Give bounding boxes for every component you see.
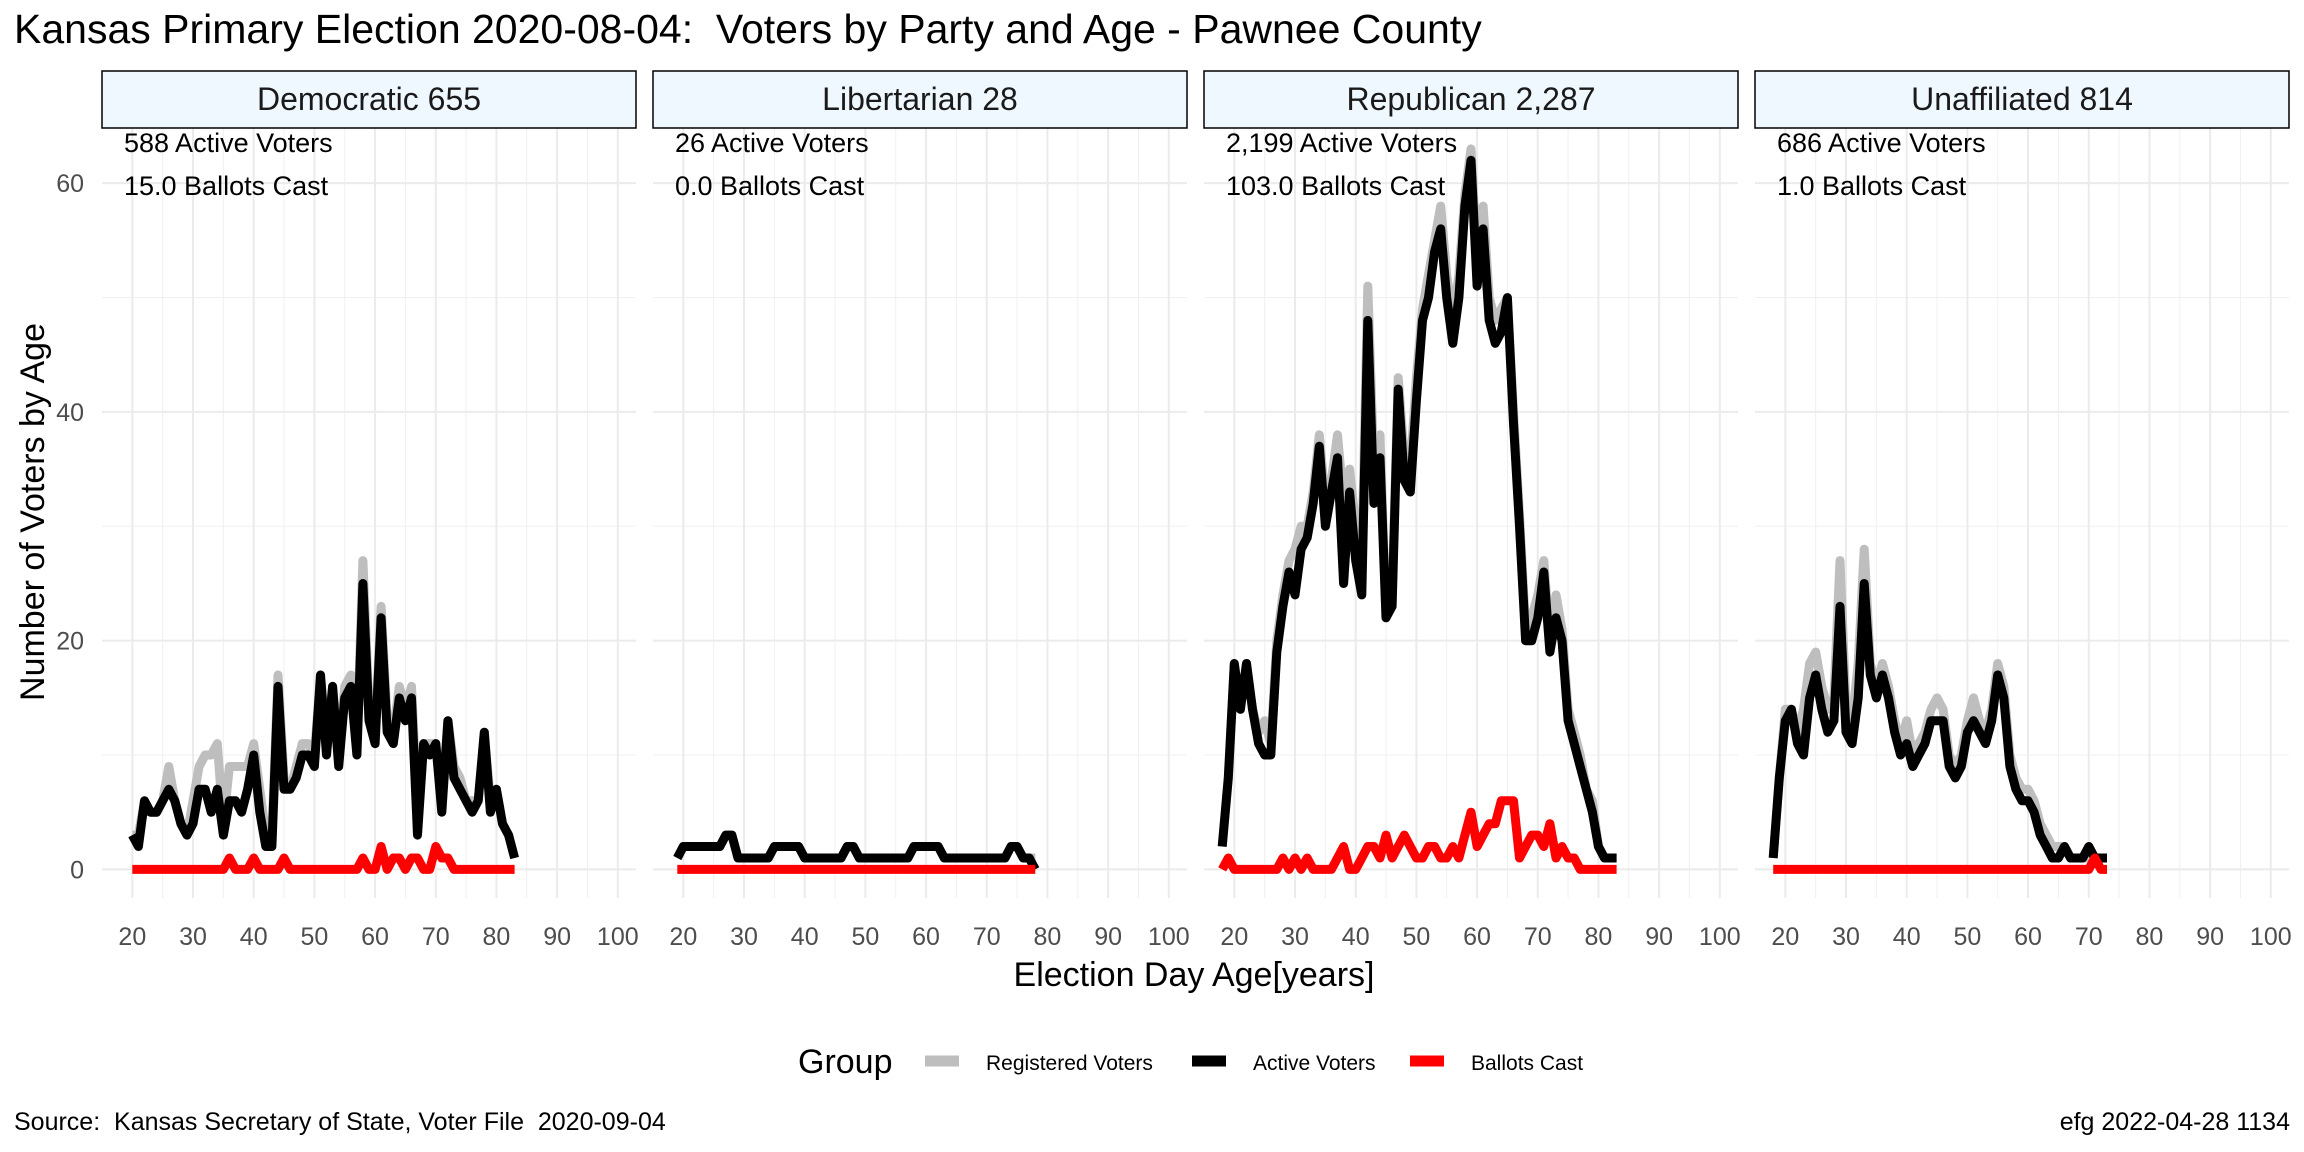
- x-tick-label: 20: [669, 923, 697, 951]
- x-tick-label: 40: [240, 923, 268, 951]
- x-tick-label: 60: [912, 923, 940, 951]
- legend-label: Active Voters: [1253, 1052, 1376, 1075]
- x-tick-label: 80: [1585, 923, 1613, 951]
- facet-strip: [101, 70, 637, 129]
- x-tick-label: 40: [1342, 923, 1370, 951]
- series-line-registered-voters: [1217, 144, 1617, 863]
- panel-annotation: 26 Active Voters: [675, 128, 869, 158]
- legend-label: Ballots Cast: [1471, 1052, 1583, 1075]
- series-line-registered-voters: [1768, 544, 2107, 863]
- x-tick-label: 60: [2014, 923, 2042, 951]
- x-tick-label: 70: [1524, 923, 1552, 951]
- series-line-active-voters: [1217, 155, 1617, 863]
- x-tick-label: 100: [1148, 923, 1190, 951]
- x-tick-label: 70: [422, 923, 450, 951]
- x-tick-label: 80: [483, 923, 511, 951]
- series-line-ballots-cast: [1773, 853, 2107, 874]
- facet-strip-label: Republican 2,287: [1346, 81, 1595, 117]
- source-note: Source: Kansas Secretary of State, Voter…: [14, 1108, 666, 1136]
- x-tick-label: 100: [597, 923, 639, 951]
- panel-annotation: 588 Active Voters: [124, 128, 333, 158]
- x-tick-label: 100: [2250, 923, 2292, 951]
- facet-strip-label: Libertarian 28: [822, 81, 1018, 117]
- y-tick-label: 0: [70, 856, 84, 884]
- panel-annotation: 0.0 Ballots Cast: [675, 171, 865, 201]
- x-tick-label: 40: [1893, 923, 1921, 951]
- x-tick-label: 70: [973, 923, 1001, 951]
- author-stamp: efg 2022-04-28 1134: [2059, 1108, 2290, 1136]
- facet-strip-label: Unaffiliated 814: [1911, 81, 2133, 117]
- x-tick-label: 80: [2136, 923, 2164, 951]
- y-tick-label: 40: [56, 399, 84, 427]
- x-axis-title: Election Day Age[years]: [1014, 956, 1375, 994]
- legend-label: Registered Voters: [986, 1052, 1153, 1075]
- x-tick-label: 90: [2196, 923, 2224, 951]
- facet-strip-label: Democratic 655: [257, 81, 481, 117]
- y-tick-label: 60: [56, 170, 84, 198]
- x-tick-label: 80: [1034, 923, 1062, 951]
- x-tick-label: 50: [1953, 923, 1981, 951]
- x-tick-label: 30: [1281, 923, 1309, 951]
- series-line-active-voters: [673, 830, 1040, 872]
- series-line-ballots-cast: [132, 842, 515, 874]
- x-tick-label: 60: [361, 923, 389, 951]
- facet-strip: [1754, 70, 2290, 129]
- x-tick-label: 30: [1832, 923, 1860, 951]
- x-tick-label: 60: [1463, 923, 1491, 951]
- x-tick-label: 90: [543, 923, 571, 951]
- panel-annotation: 103.0 Ballots Cast: [1226, 171, 1446, 201]
- facet-strip: [652, 70, 1188, 129]
- x-tick-label: 50: [300, 923, 328, 951]
- panel-annotation: 1.0 Ballots Cast: [1777, 171, 1967, 201]
- series-line-ballots-cast: [1218, 796, 1617, 874]
- legend-title: Group: [798, 1043, 893, 1081]
- x-tick-label: 30: [179, 923, 207, 951]
- x-tick-label: 20: [1771, 923, 1799, 951]
- x-tick-label: 70: [2075, 923, 2103, 951]
- x-tick-label: 30: [730, 923, 758, 951]
- facet-strip: [1203, 70, 1739, 129]
- x-tick-label: 20: [118, 923, 146, 951]
- x-tick-label: 90: [1645, 923, 1673, 951]
- series-line-active-voters: [1768, 579, 2107, 863]
- x-tick-label: 90: [1094, 923, 1122, 951]
- page-title: Kansas Primary Election 2020-08-04: Vote…: [14, 6, 1482, 52]
- x-tick-label: 100: [1699, 923, 1741, 951]
- x-tick-label: 40: [791, 923, 819, 951]
- panel-annotation: 686 Active Voters: [1777, 128, 1986, 158]
- series-line-active-voters: [128, 579, 519, 860]
- x-tick-label: 50: [851, 923, 879, 951]
- panel-annotation: 15.0 Ballots Cast: [124, 171, 329, 201]
- y-tick-label: 20: [56, 628, 84, 656]
- x-tick-label: 20: [1220, 923, 1248, 951]
- x-tick-label: 50: [1402, 923, 1430, 951]
- y-axis-title: Number of Voters by Age: [14, 323, 52, 701]
- panel-annotation: 2,199 Active Voters: [1226, 128, 1457, 158]
